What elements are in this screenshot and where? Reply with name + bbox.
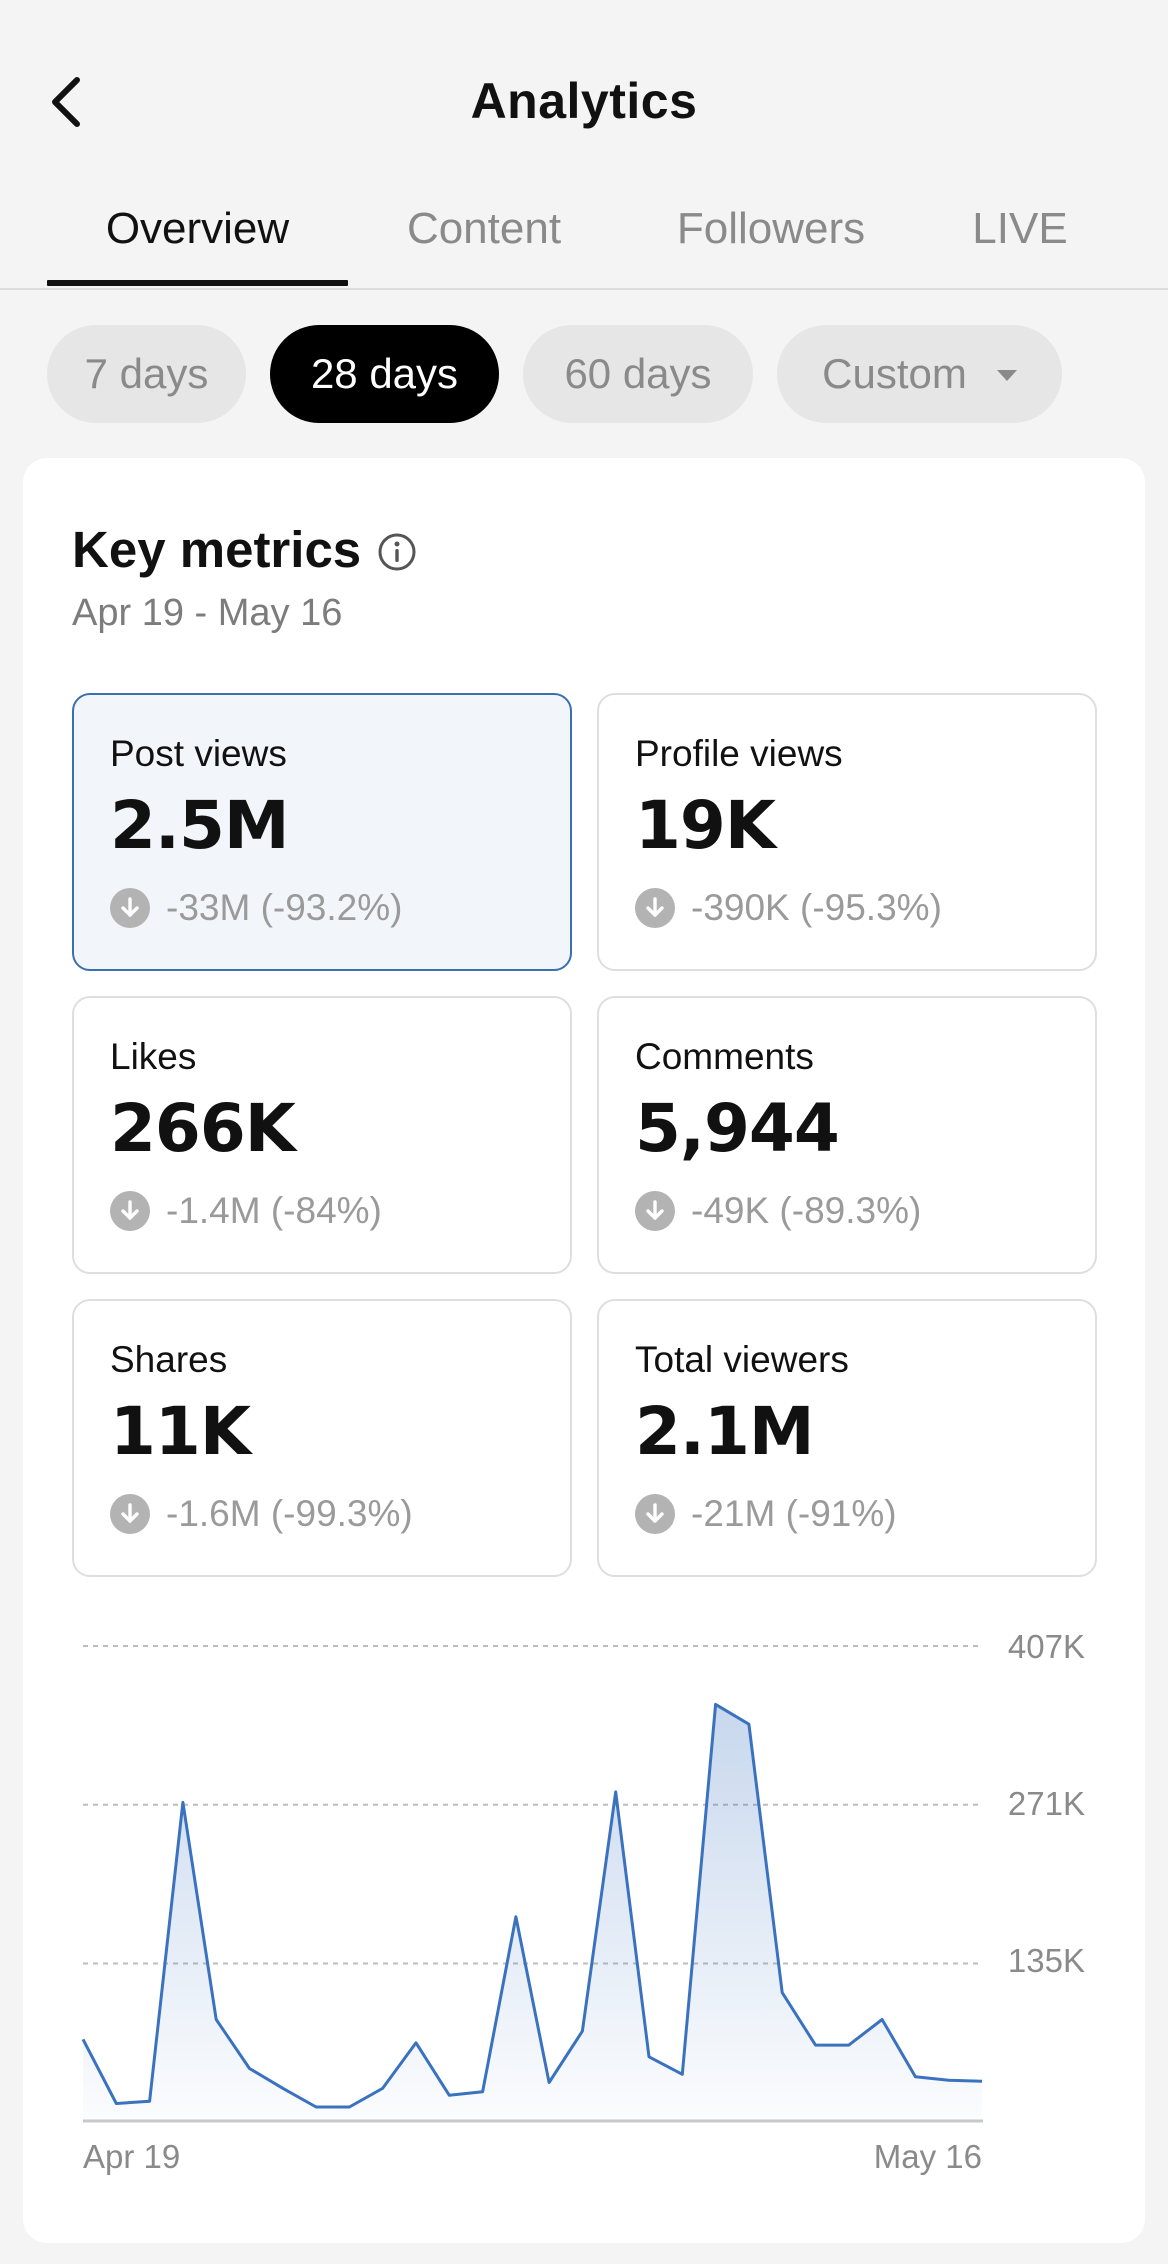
- key-metrics-heading: Key metrics: [72, 520, 417, 579]
- metric-post-views[interactable]: Post views 2.5M -33M (-93.2%): [72, 693, 572, 971]
- metric-total-viewers[interactable]: Total viewers 2.1M -21M (-91%): [597, 1299, 1097, 1577]
- x-tick-label-start: Apr 19: [83, 2138, 180, 2175]
- metric-change-text: -1.4M (-84%): [166, 1190, 382, 1231]
- key-metrics-title: Key metrics: [72, 521, 362, 578]
- range-custom-dropdown[interactable]: Custom: [777, 325, 1062, 423]
- metric-change: -390K (-95.3%): [635, 887, 942, 929]
- tab-followers[interactable]: Followers: [676, 204, 866, 253]
- tab-live[interactable]: LIVE: [972, 204, 1068, 253]
- metric-profile-views[interactable]: Profile views 19K -390K (-95.3%): [597, 693, 1097, 971]
- range-label: 28 days: [310, 350, 459, 397]
- arrow-down-icon: [110, 888, 150, 928]
- chart-svg: 407K 271K 135K Apr 19 May 16: [81, 1628, 1085, 2175]
- metric-change: -33M (-93.2%): [110, 887, 402, 929]
- metric-change-text: -1.6M (-99.3%): [166, 1493, 413, 1534]
- x-tick-label-end: May 16: [874, 2138, 982, 2175]
- range-label: 60 days: [564, 350, 712, 397]
- chart-line: [81, 1702, 983, 2109]
- date-range-text: Apr 19 - May 16: [72, 592, 343, 634]
- metric-comments[interactable]: Comments 5,944 -49K (-89.3%): [597, 996, 1097, 1274]
- metric-change-text: -33M (-93.2%): [166, 887, 403, 928]
- chart-area: [83, 1704, 982, 2121]
- metric-label: Post views: [110, 733, 287, 774]
- range-60-days-button[interactable]: 60 days: [523, 325, 753, 423]
- arrow-down-icon: [635, 1494, 675, 1534]
- metric-label: Total viewers: [635, 1339, 849, 1380]
- metric-label: Shares: [110, 1339, 228, 1380]
- metric-value: 5,944: [635, 1090, 840, 1167]
- arrow-down-icon: [110, 1191, 150, 1231]
- metric-shares[interactable]: Shares 11K -1.6M (-99.3%): [72, 1299, 572, 1577]
- page-title: Analytics: [470, 73, 698, 129]
- tab-bar: Overview Content Followers LIVE: [0, 188, 1168, 290]
- active-tab-indicator: [47, 280, 348, 286]
- metric-change-text: -390K (-95.3%): [691, 887, 942, 928]
- range-label: 7 days: [84, 350, 209, 397]
- metric-change: -1.6M (-99.3%): [110, 1493, 413, 1535]
- range-label: Custom: [822, 350, 967, 397]
- metric-change: -1.4M (-84%): [110, 1190, 382, 1232]
- tab-overview[interactable]: Overview: [105, 204, 290, 253]
- metric-value: 266K: [110, 1090, 296, 1167]
- range-28-days-button[interactable]: 28 days: [270, 325, 499, 423]
- metric-change: -21M (-91%): [635, 1493, 897, 1535]
- metric-likes[interactable]: Likes 266K -1.4M (-84%): [72, 996, 572, 1274]
- info-icon[interactable]: [377, 532, 417, 572]
- metric-value: 19K: [635, 787, 776, 864]
- metric-value: 11K: [110, 1393, 251, 1470]
- metric-value: 2.5M: [110, 787, 290, 864]
- metric-label: Comments: [635, 1036, 814, 1077]
- metric-change-text: -49K (-89.3%): [691, 1190, 922, 1231]
- metric-label: Profile views: [635, 733, 843, 774]
- metric-change-text: -21M (-91%): [691, 1493, 897, 1534]
- arrow-down-icon: [635, 1191, 675, 1231]
- metric-value: 2.1M: [635, 1393, 815, 1470]
- date-range-selector: 7 days 28 days 60 days Custom: [0, 325, 1168, 423]
- y-tick-label: 407K: [1008, 1628, 1085, 1665]
- arrow-down-icon: [635, 888, 675, 928]
- chevron-left-icon: [52, 77, 80, 127]
- metric-label: Likes: [110, 1036, 197, 1077]
- caret-down-icon: [996, 369, 1017, 381]
- y-tick-label: 271K: [1008, 1785, 1085, 1822]
- tab-content[interactable]: Content: [406, 204, 562, 253]
- header: Analytics: [0, 0, 1168, 205]
- metric-change: -49K (-89.3%): [635, 1190, 921, 1232]
- back-button[interactable]: [40, 70, 90, 134]
- y-tick-label: 135K: [1008, 1942, 1085, 1979]
- arrow-down-icon: [110, 1494, 150, 1534]
- post-views-chart: 407K 271K 135K Apr 19 May 16: [0, 1600, 1168, 2200]
- range-7-days-button[interactable]: 7 days: [47, 325, 246, 423]
